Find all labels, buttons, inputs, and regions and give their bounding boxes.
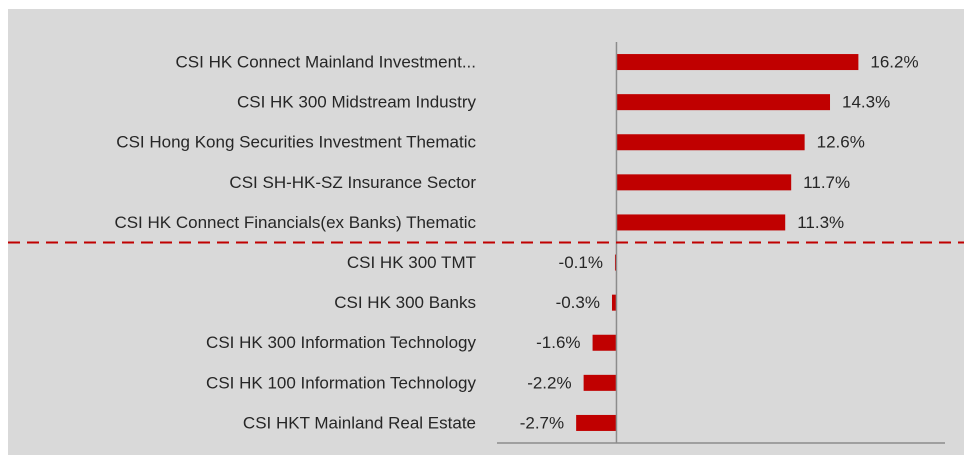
value-label: -2.7% — [520, 413, 564, 432]
bar — [592, 334, 617, 351]
chart-background — [8, 9, 964, 455]
bar — [583, 374, 617, 391]
value-label: 12.6% — [817, 133, 865, 152]
category-label: CSI HK 300 TMT — [347, 253, 476, 272]
bar — [616, 134, 805, 151]
bar — [611, 294, 617, 311]
value-label: 14.3% — [842, 93, 890, 112]
category-label: CSI HK Connect Mainland Investment... — [176, 53, 476, 72]
value-label: 16.2% — [870, 53, 918, 72]
category-label: CSI HK 300 Midstream Industry — [237, 93, 477, 112]
value-label: -0.1% — [559, 253, 603, 272]
bar — [616, 94, 831, 111]
category-label: CSI HK 100 Information Technology — [206, 373, 476, 392]
value-label: -1.6% — [536, 333, 580, 352]
bar — [616, 174, 792, 191]
category-label: CSI HK 300 Information Technology — [206, 333, 476, 352]
value-label: 11.3% — [797, 213, 844, 232]
bar — [576, 414, 617, 431]
value-label: -0.3% — [556, 293, 600, 312]
category-label: CSI HK 300 Banks — [334, 293, 476, 312]
category-label: CSI HKT Mainland Real Estate — [243, 413, 476, 432]
category-label: CSI SH-HK-SZ Insurance Sector — [229, 173, 476, 192]
value-label: 11.7% — [803, 173, 850, 192]
bar — [616, 214, 786, 231]
category-label: CSI Hong Kong Securities Investment Them… — [116, 133, 476, 152]
value-label: -2.2% — [527, 373, 571, 392]
category-label: CSI HK Connect Financials(ex Banks) Them… — [114, 213, 476, 232]
bar — [616, 54, 859, 71]
